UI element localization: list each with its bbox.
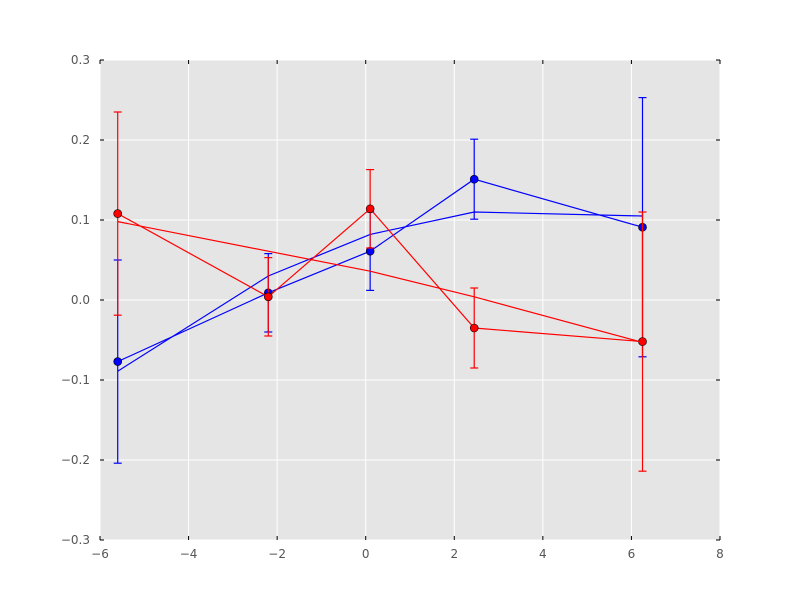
data-point: [469, 174, 479, 184]
x-tick-label: −6: [91, 547, 109, 561]
y-tick-label: 0.3: [71, 53, 90, 67]
data-point: [469, 323, 479, 333]
x-tick-label: 2: [450, 547, 458, 561]
x-tick-label: 6: [628, 547, 636, 561]
data-point: [113, 209, 123, 218]
y-tick-label: 0.0: [71, 293, 90, 307]
x-tick-label: 4: [539, 547, 547, 561]
y-tick-label: −0.3: [61, 533, 90, 547]
y-tick-label: 0.2: [71, 133, 90, 147]
series-layer: [113, 96, 647, 472]
tick-layer: −6 −4 −2 0 2 4 6 8 −0.3 −0.2 −0.1 0.0 0.1 0.2 0.3: [61, 53, 724, 561]
data-point: [263, 292, 273, 302]
x-tick-label: 8: [716, 547, 724, 561]
y-tick-label: −0.2: [61, 453, 90, 467]
x-tick-label: −4: [180, 547, 198, 561]
fit-line: [117, 221, 643, 343]
data-point: [365, 204, 375, 214]
y-tick-label: 0.1: [71, 213, 90, 227]
data-point: [113, 357, 123, 366]
x-tick-label: 0: [362, 547, 370, 561]
y-tick-label: −0.1: [61, 373, 90, 387]
x-tick-label: −2: [268, 547, 286, 561]
